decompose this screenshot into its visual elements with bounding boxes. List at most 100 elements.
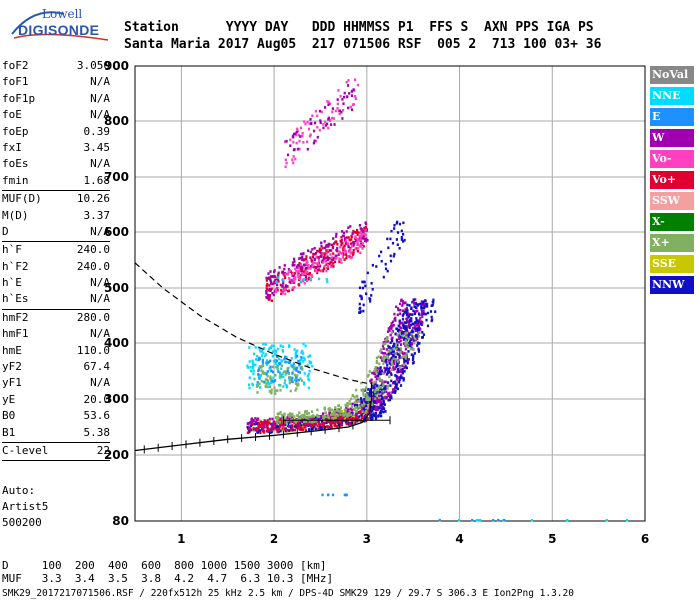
echo-point xyxy=(273,348,276,352)
echo-point xyxy=(358,224,361,227)
echo-point xyxy=(280,374,283,377)
echo-point xyxy=(331,416,334,420)
echo-point xyxy=(295,379,298,383)
echo-point xyxy=(274,389,277,393)
echo-point xyxy=(356,249,359,253)
echo-point xyxy=(314,139,317,143)
echo-point xyxy=(426,311,430,315)
echo-point xyxy=(338,424,341,428)
echo-point xyxy=(372,391,375,395)
echo-point xyxy=(321,253,324,256)
echo-point xyxy=(335,424,338,428)
echo-point xyxy=(277,276,280,279)
echo-point xyxy=(372,383,375,387)
echo-point xyxy=(291,372,294,375)
param-group-profile: hmF2 280.0 hmF1 N/A hmE 110.0 yF2 67.4 yF1 N/A yE 2… xyxy=(2,310,110,441)
echo-point xyxy=(374,406,378,410)
legend-item: W xyxy=(650,129,694,147)
echo-point xyxy=(258,382,261,386)
echo-point xyxy=(310,275,314,278)
echo-point xyxy=(382,341,385,344)
echo-point xyxy=(391,362,394,365)
echo-point xyxy=(267,429,270,433)
echo-point xyxy=(378,362,381,366)
echo-point xyxy=(360,242,363,245)
echo-point xyxy=(322,416,325,419)
echo-point xyxy=(282,370,285,374)
echo-point xyxy=(406,341,409,345)
echo-point xyxy=(271,417,274,421)
echo-point xyxy=(277,428,280,431)
echo-point xyxy=(376,366,379,370)
echo-point xyxy=(332,252,335,255)
echo-point xyxy=(392,342,395,346)
echo-point xyxy=(337,404,340,407)
echo-point xyxy=(339,258,342,261)
echo-point xyxy=(404,308,407,311)
echo-point xyxy=(332,117,335,120)
echo-point xyxy=(320,110,323,114)
echo-point xyxy=(353,395,356,399)
echo-point xyxy=(363,397,366,401)
echo-point xyxy=(362,309,365,313)
echo-point xyxy=(388,398,391,402)
echo-point xyxy=(380,351,383,354)
echo-point xyxy=(345,422,348,426)
echo-point xyxy=(398,353,401,356)
echo-point xyxy=(409,331,412,335)
echo-point xyxy=(309,415,312,419)
echo-point xyxy=(302,415,305,419)
echo-point xyxy=(268,429,271,432)
echo-point xyxy=(410,337,413,341)
echo-point xyxy=(323,253,327,256)
echo-point xyxy=(307,127,311,131)
echo-point xyxy=(320,255,323,258)
echo-point xyxy=(315,418,318,421)
echo-point xyxy=(302,360,305,363)
echo-point xyxy=(382,359,385,362)
echo-point xyxy=(351,108,354,112)
echo-point xyxy=(383,370,386,373)
echo-point xyxy=(396,387,400,391)
echo-point xyxy=(322,425,325,428)
echo-point xyxy=(306,279,309,283)
echo-point xyxy=(405,306,408,310)
echo-point xyxy=(300,358,303,361)
echo-point xyxy=(274,365,277,369)
echo-point xyxy=(361,242,364,245)
echo-point xyxy=(387,371,391,374)
echo-point xyxy=(325,252,328,255)
echo-point xyxy=(479,519,482,522)
echo-point xyxy=(264,361,268,364)
echo-point xyxy=(302,259,305,262)
echo-point xyxy=(363,415,366,418)
echo-point xyxy=(265,363,269,366)
echo-point xyxy=(268,420,271,423)
echo-point xyxy=(411,361,415,365)
echo-point xyxy=(361,388,364,392)
echo-point xyxy=(292,368,295,371)
echo-point xyxy=(309,250,312,254)
echo-point xyxy=(386,387,389,390)
echo-point xyxy=(301,266,304,270)
echo-point xyxy=(349,105,352,109)
echo-point xyxy=(366,412,369,415)
echo-point xyxy=(379,400,382,404)
echo-point xyxy=(271,291,274,295)
echo-point xyxy=(402,354,405,358)
echo-point xyxy=(337,89,340,92)
echo-point xyxy=(384,395,388,399)
echo-point xyxy=(322,417,325,421)
echo-point xyxy=(327,118,330,121)
echo-point xyxy=(360,419,363,423)
echo-point xyxy=(381,356,384,360)
param-name: hmE xyxy=(2,343,22,357)
echo-point xyxy=(257,422,260,425)
echo-point xyxy=(416,344,419,347)
echo-point xyxy=(336,246,339,250)
echo-point xyxy=(395,327,398,331)
echo-point xyxy=(248,423,251,427)
echo-point xyxy=(365,401,368,404)
echo-point xyxy=(353,417,356,421)
